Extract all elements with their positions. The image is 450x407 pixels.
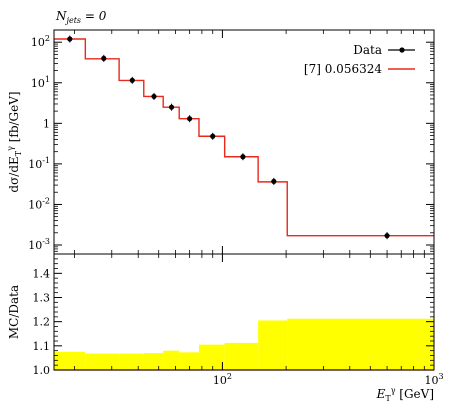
main-plot-area [54,35,434,240]
ratio-band-bin [163,350,180,370]
data-point [151,93,157,100]
ratio-plot-area [54,318,434,371]
ratio-y-tick-label: 1.2 [33,316,51,329]
x-tick-label: 103 [424,372,443,387]
ratio-y-tick-label: 1.4 [33,267,51,280]
ratio-axis-ticks: 1.0 1.1 1.2 1.3 1.4 102 103 [33,254,444,387]
y-tick-label: 1 [43,117,50,130]
ratio-y-tick-label: 1.1 [33,340,51,353]
data-point [67,36,73,42]
ratio-band-bin [143,353,164,370]
x-tick-label: 102 [213,372,232,387]
data-point [210,133,216,139]
mc-histogram-line [54,38,434,237]
ratio-band-bin [179,352,199,370]
ratio-band-bin [258,320,288,370]
main-panel: Njets = 0 102 101 1 10-1 10-2 10-3 dσ/dETγ [f… [6,9,435,255]
ratio-band-bin [198,344,225,370]
y-tick-label: 10-1 [28,156,50,171]
legend-label-data: Data [353,43,382,57]
y-tick-label: 10-2 [28,196,50,211]
y-axis-title: dσ/dETγ [fb/GeV] [6,91,23,192]
y-tick-label: 101 [31,75,50,90]
y-tick-label: 10-3 [28,237,50,252]
data-point [271,178,277,184]
y-tick-label: 102 [31,34,50,49]
ratio-band-bin [54,351,86,370]
main-axis-ticks: 102 101 1 10-1 10-2 10-3 [28,29,435,255]
data-point [384,233,390,239]
ratio-y-axis-title: MC/Data [7,285,21,339]
legend-label-mc: [7] 0.056324 [304,62,382,76]
legend: Data [7] 0.056324 [304,43,415,76]
ratio-band-bin [224,342,259,370]
data-point [101,55,107,61]
data-point [187,116,193,122]
x-axis-title: ETγ [GeV] [376,386,434,403]
ratio-band-bin [119,353,144,370]
data-point [240,154,246,160]
ratio-y-tick-label: 1.3 [33,292,51,305]
ratio-band-bin [85,353,120,370]
header-label: Njets = 0 [55,9,107,25]
data-point [168,104,175,110]
legend-data-marker [399,47,405,53]
data-point [129,77,135,83]
ratio-panel: 1.0 1.1 1.2 1.3 1.4 102 103 MC/Data ETγ [GeV] [7,253,444,403]
ratio-plot-frame [53,253,435,371]
ratio-y-tick-label: 1.0 [33,364,51,377]
ratio-band-bin [287,318,434,370]
